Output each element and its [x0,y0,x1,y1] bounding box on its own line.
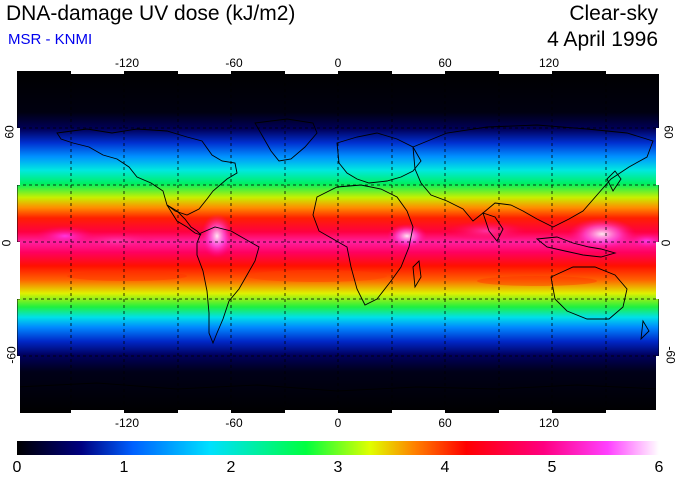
uv-dose-map [17,71,659,413]
cloud-streak [247,270,387,282]
north-america-coast [56,128,238,216]
right-lat-label: -60 [663,346,678,364]
gridlines [17,71,659,413]
left-lat-label: 60 [2,125,17,139]
colorbar-tick: 6 [654,459,664,476]
colorbar-tick: 5 [547,459,557,476]
high-dose-area [77,232,157,250]
indonesia-coast [535,236,617,258]
high-dose-area [201,214,233,258]
colorbar-tick: 2 [226,459,236,476]
madagascar-coast [412,260,422,289]
europe-coast [336,132,422,184]
bottom-lon-label: -60 [225,416,243,430]
right-lat-label: 60 [661,125,676,139]
high-dose-area [447,221,527,241]
bottom-lon-label: -120 [114,416,140,430]
colorbar-tick: 0 [12,459,22,476]
colorbar-tick: 1 [119,459,129,476]
india-coast [482,212,504,242]
bottom-lon-label: 120 [538,416,560,430]
high-dose-area [629,233,659,249]
cloud-streak [477,276,597,286]
bottom-lon-label: 0 [334,416,342,430]
date-label: 4 April 1996 [547,28,658,51]
map-title: DNA-damage UV dose (kJ/m2) [6,2,296,25]
new-zealand-coast [640,319,650,341]
africa-coast [312,184,414,306]
cloud-streak [67,271,187,281]
asia-coast [412,124,654,228]
left-lat-label: 0 [0,239,14,247]
high-dose-area [568,218,636,250]
central-america-coast [166,204,202,236]
japan-coast [606,170,622,192]
top-lon-label: 120 [538,56,560,70]
colorbar-tick: 4 [440,459,450,476]
colorbar [17,441,659,455]
condition-label: Clear-sky [569,2,658,25]
source-label: MSR - KNMI [8,31,93,48]
bottom-lon-label: 60 [438,416,452,430]
right-lat-label: 0 [658,239,673,247]
map-frame [17,71,659,413]
greenland-coast [254,118,318,162]
top-lon-label: 0 [334,56,342,70]
top-lon-label: -60 [225,56,243,70]
top-lon-label: -120 [114,56,140,70]
south-america-coast [196,226,260,345]
colorbar-tick: 3 [333,459,343,476]
top-lon-label: 60 [438,56,452,70]
high-dose-area [387,224,427,248]
australia-coast [550,266,628,320]
